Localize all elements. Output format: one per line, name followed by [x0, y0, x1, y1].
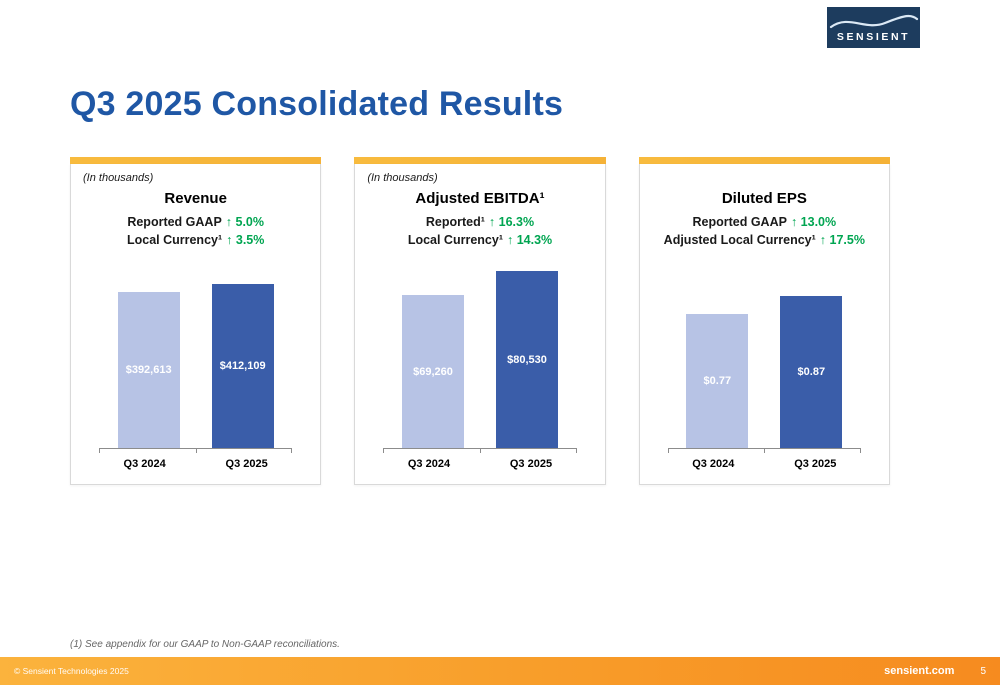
x-axis	[667, 448, 861, 453]
bar-value-label: $80,530	[507, 353, 547, 366]
units-note: (In thousands)	[367, 172, 438, 184]
axis-tick	[291, 449, 293, 453]
category-label: Q3 2024	[692, 458, 735, 470]
accent-strip	[354, 157, 606, 164]
metrics-block: Reported GAAP ↑ 5.0% Local Currency¹ ↑ 3.5…	[83, 214, 308, 249]
eps-panel: Diluted EPS Reported GAAP ↑ 13.0% Adjuste…	[638, 157, 890, 485]
category-label: Q3 2024	[123, 458, 166, 470]
panel-title: Diluted EPS	[721, 190, 807, 207]
footnote: (1) See appendix for our GAAP to Non-GAA…	[70, 639, 340, 650]
chart-panels: (In thousands) Revenue Reported GAAP ↑ 5.…	[70, 157, 890, 485]
x-axis	[383, 448, 577, 453]
logo-text: SENSIENT	[836, 31, 911, 43]
metric-line: Local Currency¹ ↑ 3.5%	[83, 232, 308, 250]
page-number: 5	[980, 665, 986, 677]
metric-line: Local Currency¹ ↑ 14.3%	[367, 232, 592, 250]
metric-change: ↑ 5.0%	[225, 215, 264, 229]
footer-right: sensient.com 5	[884, 665, 986, 677]
bar-chart: $392,613 $412,109 Q3 2024 Q3 2025	[83, 263, 308, 470]
metric-change: ↑ 13.0%	[790, 215, 837, 229]
logo-wave-icon	[829, 14, 919, 29]
revenue-card: (In thousands) Revenue Reported GAAP ↑ 5.…	[70, 164, 322, 485]
ebitda-panel: (In thousands) Adjusted EBITDA¹ Reported…	[354, 157, 606, 485]
bar-q3-2025: $412,109	[211, 284, 274, 448]
units-note: (In thousands)	[83, 172, 154, 184]
metric-line: Reported¹ ↑ 16.3%	[367, 214, 592, 232]
bar-value-label: $412,109	[219, 360, 266, 372]
metric-label: Local Currency¹	[126, 232, 223, 247]
metric-change: ↑ 17.5%	[819, 232, 865, 247]
category-label: Q3 2024	[407, 458, 451, 470]
metrics-block: Reported GAAP ↑ 13.0% Adjusted Local Curr…	[652, 214, 877, 249]
page-title: Q3 2025 Consolidated Results	[70, 84, 564, 123]
axis-tick	[667, 449, 669, 453]
axis-tick	[383, 449, 385, 453]
bar-q3-2024: $0.77	[686, 314, 749, 448]
metric-line: Reported GAAP ↑ 5.0%	[83, 214, 308, 232]
sensient-logo: SENSIENT	[827, 7, 920, 48]
accent-strip	[70, 157, 322, 164]
axis-tick	[859, 449, 861, 453]
bar-value-label: $392,613	[125, 364, 172, 376]
metric-change: ↑ 14.3%	[506, 232, 553, 247]
website-text: sensient.com	[884, 665, 955, 677]
metric-label: Adjusted Local Currency¹	[663, 232, 816, 247]
bar-value-label: $0.87	[797, 366, 826, 378]
axis-tick	[479, 449, 481, 453]
bar-chart: $0.77 $0.87 Q3 2024 Q3 2025	[652, 263, 877, 470]
units-note	[652, 172, 877, 187]
eps-card: Diluted EPS Reported GAAP ↑ 13.0% Adjuste…	[638, 164, 890, 485]
panel-title: Adjusted EBITDA¹	[415, 190, 545, 207]
axis-tick	[764, 449, 766, 453]
bar-value-label: $0.77	[703, 375, 732, 387]
metric-change: ↑ 16.3%	[488, 215, 535, 229]
category-label: Q3 2025	[225, 458, 268, 470]
axis-tick	[195, 449, 197, 453]
metric-label: Reported¹	[425, 215, 485, 229]
axis-tick	[99, 449, 100, 453]
category-label: Q3 2025	[509, 458, 553, 470]
bar-q3-2025: $0.87	[780, 296, 843, 448]
bar-chart: $69,260 $80,530 Q3 2024 Q3 2025	[367, 263, 592, 470]
ebitda-card: (In thousands) Adjusted EBITDA¹ Reported…	[354, 164, 606, 485]
bar-q3-2024: $69,260	[401, 295, 464, 448]
metrics-block: Reported¹ ↑ 16.3% Local Currency¹ ↑ 14.3%	[367, 214, 592, 249]
metric-change: ↑ 3.5%	[226, 232, 265, 247]
revenue-panel: (In thousands) Revenue Reported GAAP ↑ 5.…	[70, 157, 322, 485]
bar-value-label: $69,260	[413, 365, 453, 378]
footer-bar: © Sensient Technologies 2025 sensient.co…	[0, 657, 1000, 685]
x-axis	[99, 448, 293, 453]
axis-tick	[575, 449, 577, 453]
bar-q3-2024: $392,613	[117, 292, 180, 448]
accent-strip	[638, 157, 890, 164]
metric-label: Local Currency¹	[407, 232, 503, 247]
copyright-text: © Sensient Technologies 2025	[14, 666, 129, 676]
category-label: Q3 2025	[794, 458, 837, 470]
metric-label: Reported GAAP	[127, 215, 222, 229]
metric-line: Reported GAAP ↑ 13.0%	[652, 214, 877, 232]
panel-title: Revenue	[164, 190, 227, 207]
metric-label: Reported GAAP	[692, 215, 787, 229]
bar-q3-2025: $80,530	[495, 271, 558, 448]
metric-line: Adjusted Local Currency¹ ↑ 17.5%	[652, 232, 877, 250]
